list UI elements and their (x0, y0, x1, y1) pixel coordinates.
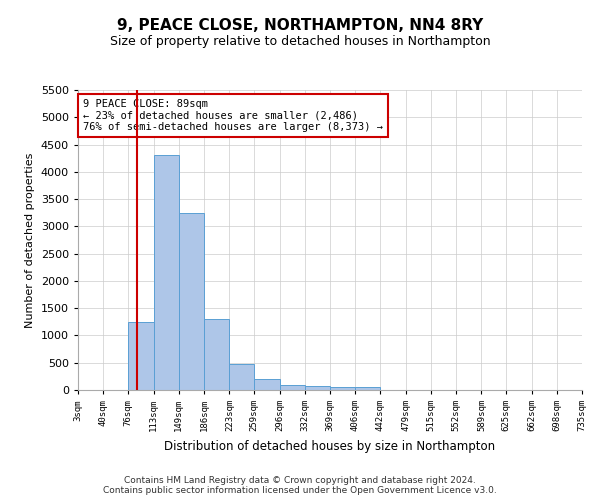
Bar (305, 386, 330, 390)
Bar (355, 388, 380, 390)
Text: 9, PEACE CLOSE, NORTHAMPTON, NN4 8RY: 9, PEACE CLOSE, NORTHAMPTON, NN4 8RY (117, 18, 483, 32)
Bar (154, 156, 179, 390)
X-axis label: Distribution of detached houses by size in Northampton: Distribution of detached houses by size … (164, 440, 496, 452)
Text: 9 PEACE CLOSE: 89sqm
← 23% of detached houses are smaller (2,486)
76% of semi-de: 9 PEACE CLOSE: 89sqm ← 23% of detached h… (83, 99, 383, 132)
Bar (330, 388, 355, 390)
Bar (204, 319, 229, 390)
Text: Contains HM Land Registry data © Crown copyright and database right 2024.
Contai: Contains HM Land Registry data © Crown c… (103, 476, 497, 495)
Y-axis label: Number of detached properties: Number of detached properties (25, 152, 35, 328)
Text: Size of property relative to detached houses in Northampton: Size of property relative to detached ho… (110, 35, 490, 48)
Bar (280, 384, 305, 390)
Bar (254, 379, 280, 390)
Bar (179, 212, 204, 390)
Bar (128, 322, 154, 390)
Bar (229, 364, 254, 390)
